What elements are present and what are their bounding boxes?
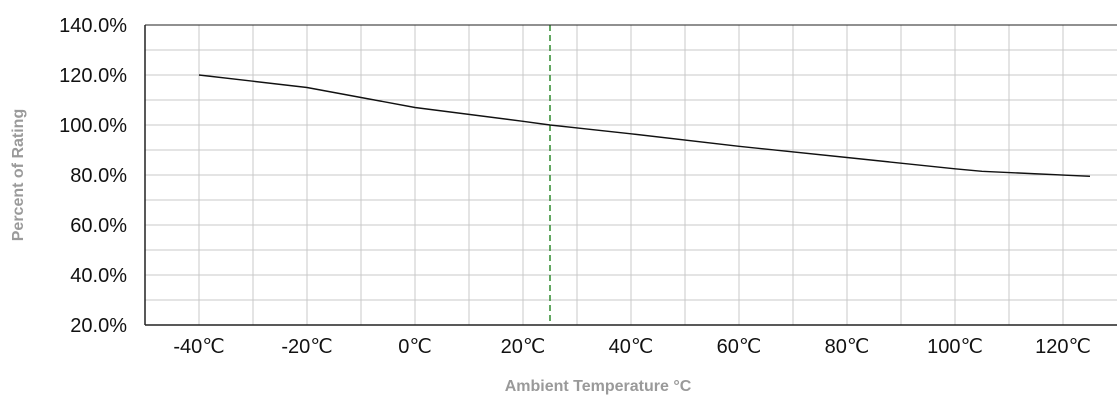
series-line-0 [198,74,1091,177]
x-tick-label: 60℃ [717,336,762,358]
axes [144,24,1117,326]
x-tick-label: 80℃ [825,336,870,358]
x-tick-label: -40℃ [173,336,224,358]
x-tick-label: 100℃ [927,336,983,358]
y-tick-label: 80.0% [70,165,127,187]
x-tick-label: 0℃ [398,336,432,358]
y-tick-label: 20.0% [70,315,127,337]
y-tick-label: 40.0% [70,265,127,287]
grid [145,25,1117,325]
x-tick-label: -20℃ [281,336,332,358]
x-tick-label: 120℃ [1035,336,1091,358]
y-tick-label: 120.0% [59,65,127,87]
y-tick-label: 140.0% [59,15,127,37]
x-tick-label: 20℃ [501,336,546,358]
x-tick-label: 40℃ [609,336,654,358]
tick-labels: 20.0% 40.0% 60.0% 80.0% 100.0% 120.0% 140.0% -4… [59,15,1091,358]
x-axis-label: Ambient Temperature °C [505,378,692,395]
y-tick-label: 100.0% [59,115,127,137]
series-layer [198,25,1091,325]
y-axis-label: Percent of Rating [10,109,27,241]
y-tick-label: 60.0% [70,215,127,237]
